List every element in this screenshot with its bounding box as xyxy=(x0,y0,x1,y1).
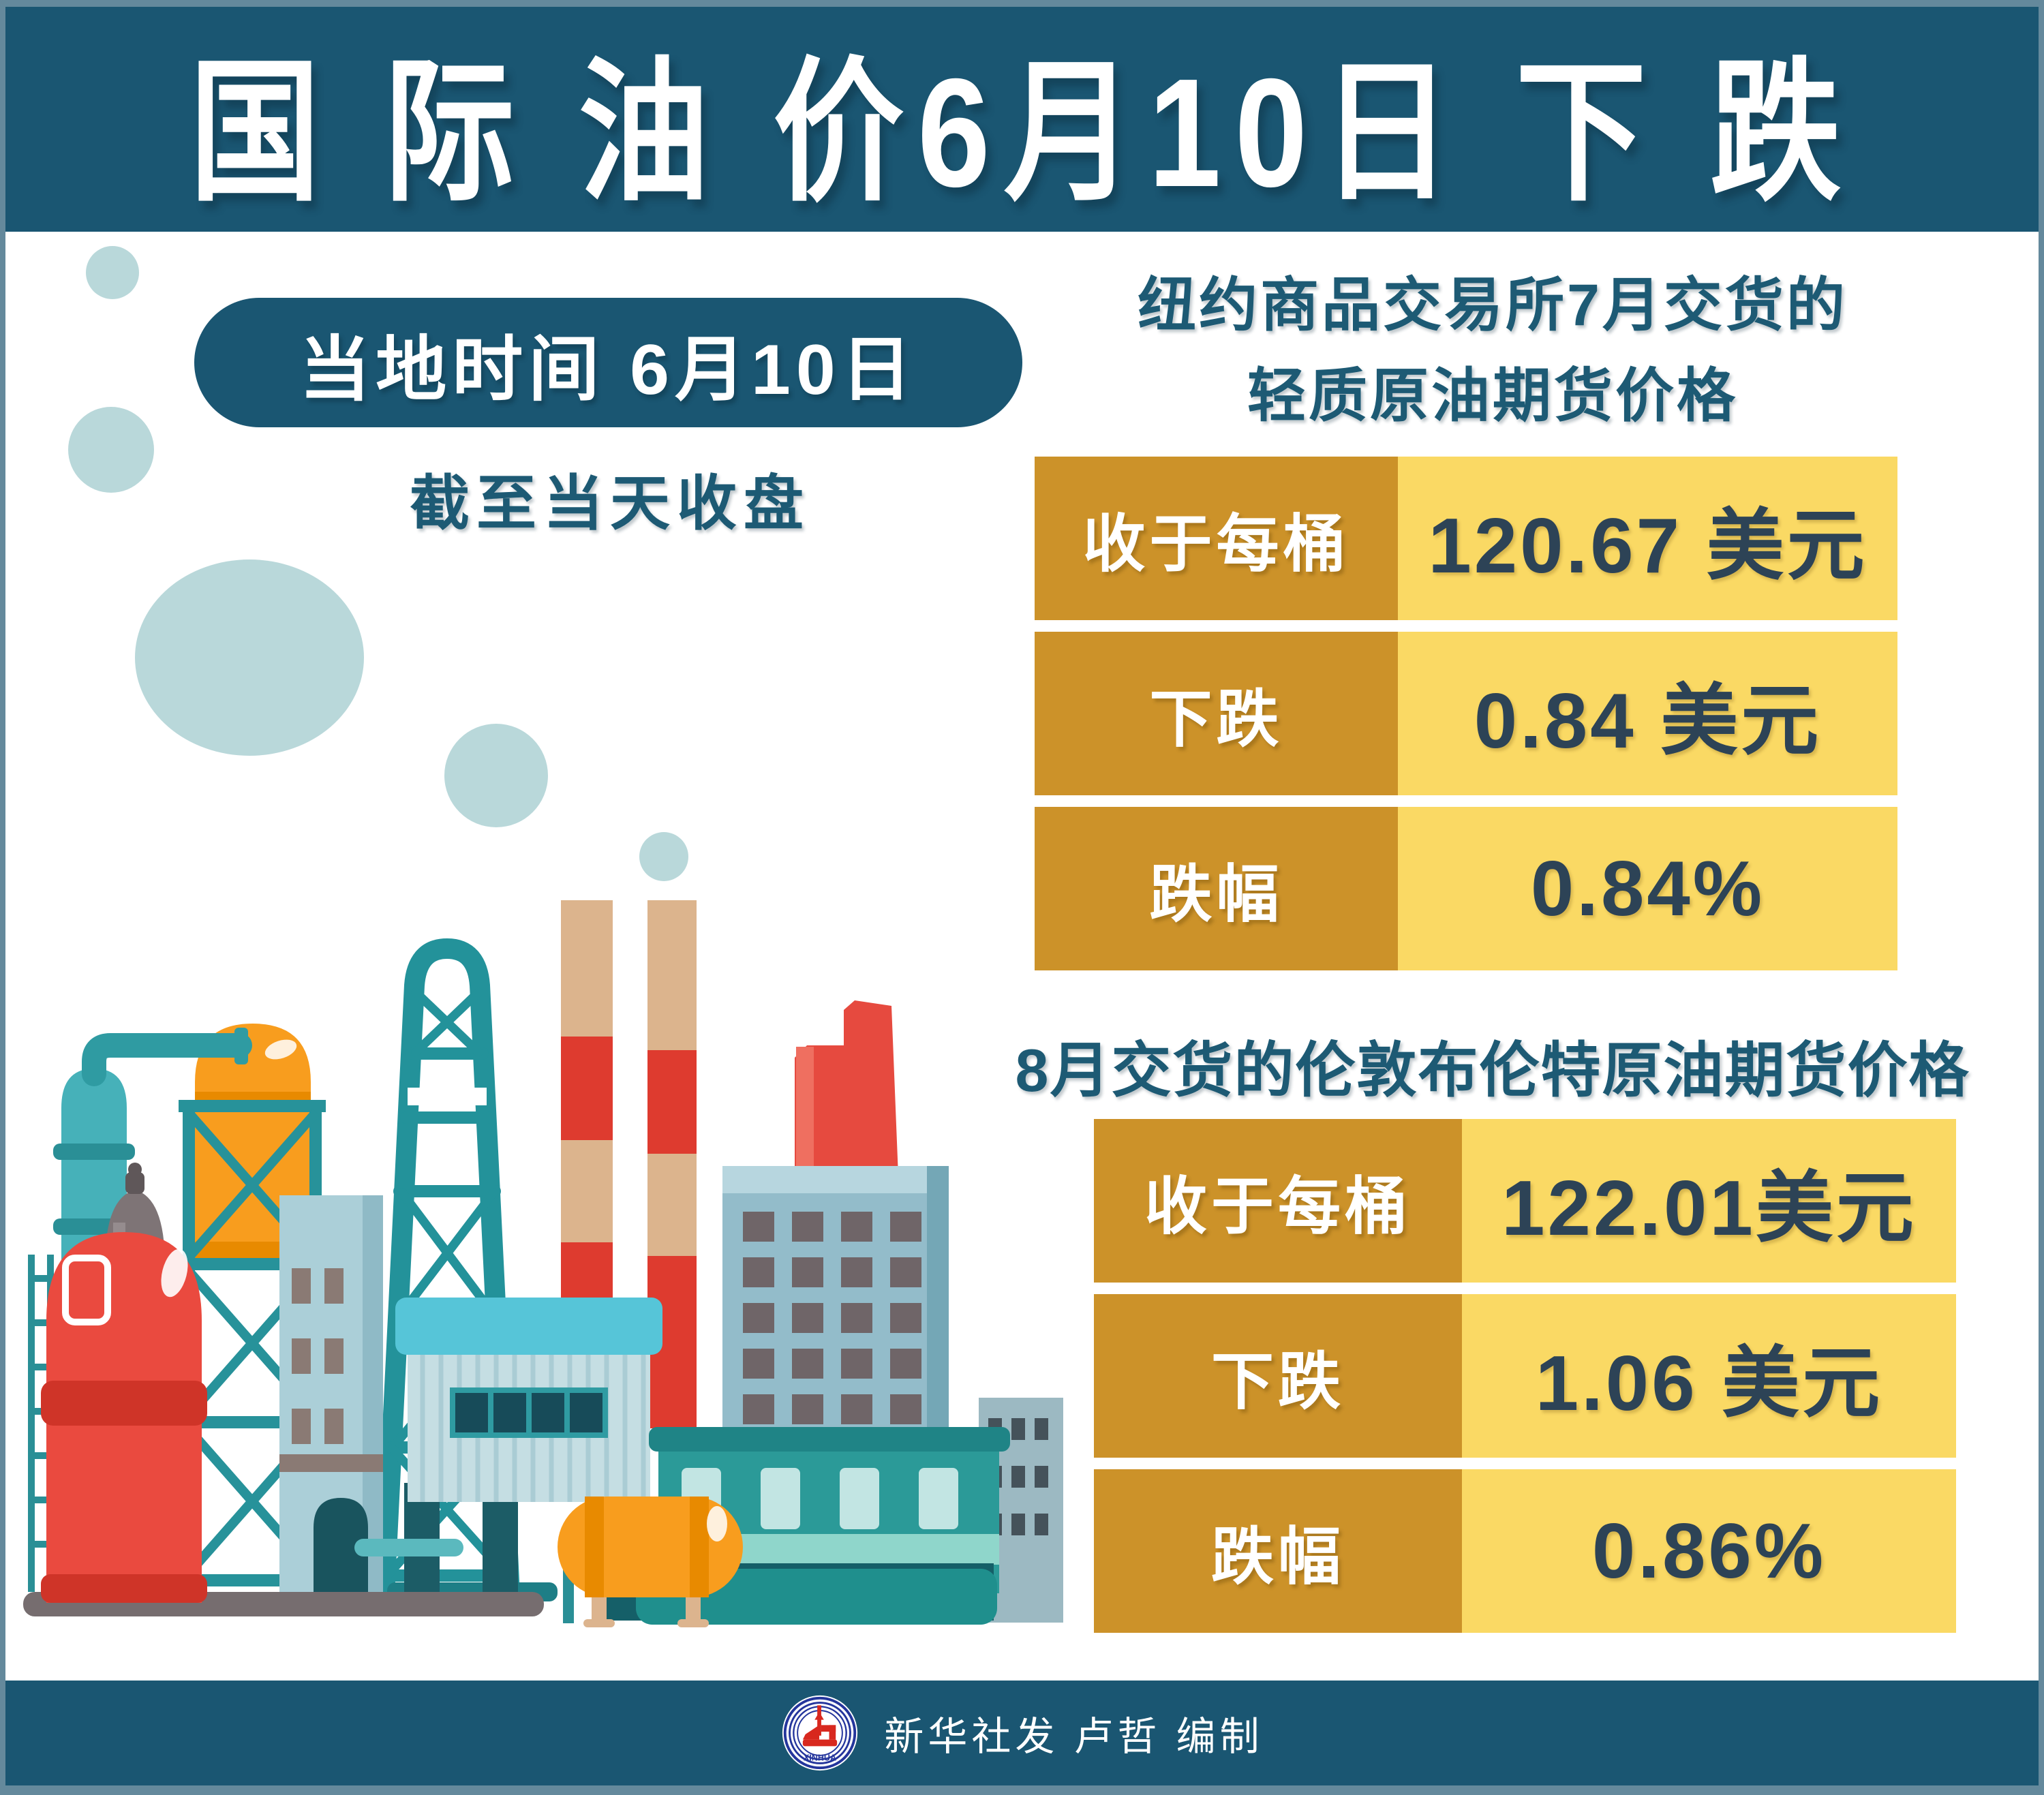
table-row: 跌幅 0.84% xyxy=(1035,807,1897,970)
row-label: 跌幅 xyxy=(1035,807,1398,970)
row-value: 0.84% xyxy=(1398,807,1897,970)
table-row: 下跌 0.84 美元 xyxy=(1035,632,1897,795)
horizontal-tank-icon xyxy=(558,1497,743,1627)
row-label: 收于每桶 xyxy=(1094,1119,1462,1283)
table-row: 下跌 1.06 美元 xyxy=(1094,1294,1956,1458)
logo-text: XINHUA xyxy=(804,1753,836,1763)
smoke-bubble xyxy=(135,559,364,756)
table-row: 收于每桶 120.67 美元 xyxy=(1035,457,1897,620)
section1-header-line2: 轻质原油期货价格 xyxy=(1247,363,1738,429)
row-label: 下跌 xyxy=(1035,632,1398,795)
chimney-striped-right-icon xyxy=(647,900,697,1428)
pagoda-glyph xyxy=(803,1705,838,1747)
section1-header-line1: 纽约商品交易所7月交货的 xyxy=(1138,273,1848,338)
smoke-bubble xyxy=(86,246,139,299)
refinery-illustration xyxy=(23,900,1063,1627)
date-badge: 当地时间 6月10日 xyxy=(194,298,1022,427)
price-table-nymex: 收于每桶 120.67 美元 下跌 0.84 美元 跌幅 0.84% xyxy=(1035,457,1897,982)
row-value: 0.86% xyxy=(1462,1469,1956,1633)
row-label: 跌幅 xyxy=(1094,1469,1462,1633)
smoke-bubble xyxy=(639,832,688,881)
row-value: 120.67 美元 xyxy=(1398,457,1897,620)
row-value: 0.84 美元 xyxy=(1398,632,1897,795)
footer-bar: XINHUA 新华社发 卢哲 编制 xyxy=(5,1681,2039,1785)
price-table-brent: 收于每桶 122.01美元 下跌 1.06 美元 跌幅 0.86% xyxy=(1094,1119,1956,1644)
section1-header: 纽约商品交易所7月交货的 轻质原油期货价格 xyxy=(1009,260,1977,442)
midrise-building-icon xyxy=(279,1195,383,1604)
row-label: 收于每桶 xyxy=(1035,457,1398,620)
teal-factory-building-icon xyxy=(605,1427,1010,1625)
date-badge-label: 当地时间 6月10日 xyxy=(299,330,917,410)
row-value: 122.01美元 xyxy=(1462,1119,1956,1283)
row-label: 下跌 xyxy=(1094,1294,1462,1458)
red-storage-tank-icon xyxy=(28,1232,207,1603)
row-value: 1.06 美元 xyxy=(1462,1294,1956,1458)
credit-text: 新华社发 卢哲 编制 xyxy=(884,1715,1264,1759)
smoke-bubble xyxy=(68,407,154,493)
red-tower-icon xyxy=(795,1000,898,1176)
title-banner: 国 际 油 价6月10日 下 跌 xyxy=(5,7,2039,232)
subtitle: 截至当天收盘 xyxy=(409,470,810,537)
pump-house-icon xyxy=(354,1298,662,1592)
table-row: 收于每桶 122.01美元 xyxy=(1094,1119,1956,1283)
page-title: 国 际 油 价6月10日 下 跌 xyxy=(189,46,1855,219)
highrise-building-icon xyxy=(722,1166,949,1456)
table-row: 跌幅 0.86% xyxy=(1094,1469,1956,1633)
smoke-bubble xyxy=(444,724,548,827)
xinhua-logo-icon: XINHUA xyxy=(782,1695,858,1771)
chimney-striped-left-icon xyxy=(561,900,613,1334)
section2-header: 8月交货的伦敦布伦特原油期货价格 xyxy=(1015,1037,1970,1104)
